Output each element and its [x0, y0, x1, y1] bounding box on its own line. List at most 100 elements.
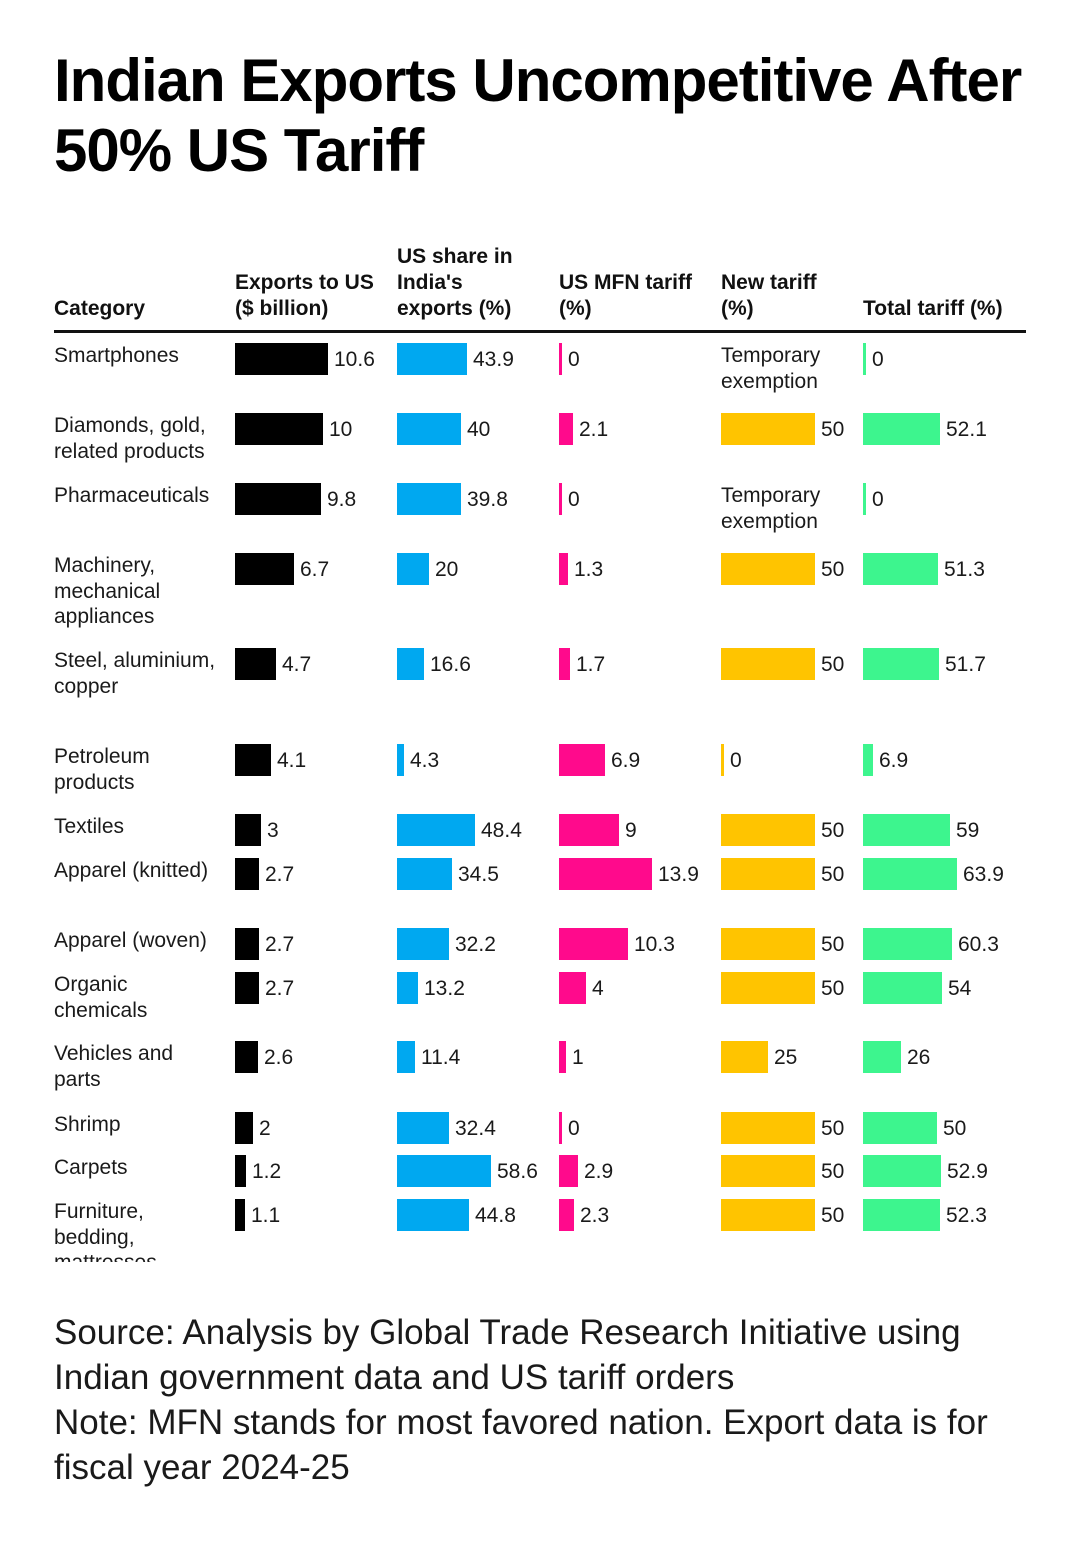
mfn-value-label: 1	[572, 1046, 584, 1069]
exports-value-label: 2.7	[265, 863, 295, 886]
exports-bar	[235, 1155, 246, 1187]
header-total-tariff: Total tariff (%)	[863, 297, 1003, 320]
mfn-value-label: 13.9	[658, 863, 699, 886]
exports-value-label: 1.1	[251, 1204, 281, 1227]
share-bar	[397, 1199, 469, 1231]
table-body: Smartphones 10.6 43.9 0 Temporary exemption 0…	[54, 343, 1004, 1262]
mfn-value-label: 0	[568, 1117, 580, 1140]
header-exports: Exports to US ($ billion)	[235, 271, 374, 320]
total-value-label: 51.7	[945, 653, 986, 676]
category-label: Textiles	[54, 815, 125, 838]
new-tariff-bar	[721, 1112, 815, 1144]
mfn-bar	[559, 648, 570, 680]
new-tariff-value-label: 50	[821, 418, 845, 441]
new-tariff-value-label: 50	[821, 819, 845, 842]
category-label: Steel, aluminium, copper	[54, 649, 216, 698]
mfn-bar	[559, 1155, 578, 1187]
mfn-bar	[559, 343, 562, 375]
mfn-bar	[559, 1199, 574, 1231]
share-bar	[397, 648, 424, 680]
exports-value-label: 3	[267, 819, 279, 842]
exports-bar	[235, 648, 276, 680]
total-bar	[863, 553, 938, 585]
total-value-label: 26	[907, 1046, 931, 1069]
new-tariff-value-label: 50	[821, 933, 845, 956]
mfn-note: Note: MFN stands for most favored nation…	[54, 1403, 988, 1487]
category-label: Smartphones	[54, 344, 179, 367]
new-tariff-bar	[721, 648, 815, 680]
mfn-value-label: 9	[625, 819, 637, 842]
exports-value-label: 6.7	[300, 558, 330, 581]
mfn-value-label: 2.1	[579, 418, 609, 441]
share-value-label: 20	[435, 558, 459, 581]
category-label: Apparel (woven)	[54, 929, 207, 952]
new-tariff-value-label: 0	[730, 749, 742, 772]
exports-bar	[235, 1041, 258, 1073]
share-value-label: 13.2	[424, 977, 465, 1000]
new-tariff-bar	[721, 1199, 815, 1231]
table-header: Category Exports to US ($ billion) US sh…	[54, 240, 1026, 322]
new-tariff-value-label: 50	[821, 1204, 845, 1227]
share-bar	[397, 744, 404, 776]
share-bar	[397, 413, 461, 445]
category-label: Vehicles and parts	[54, 1042, 174, 1091]
new-tariff-bar	[721, 1041, 768, 1073]
total-value-label: 0	[872, 488, 884, 511]
total-bar	[863, 972, 942, 1004]
category-label: Apparel (knitted)	[54, 859, 209, 882]
total-value-label: 63.9	[963, 863, 1004, 886]
total-value-label: 60.3	[958, 933, 999, 956]
mfn-value-label: 2.9	[584, 1160, 614, 1183]
category-label: Carpets	[54, 1156, 128, 1179]
share-bar	[397, 814, 475, 846]
mfn-value-label: 1.3	[574, 558, 604, 581]
share-value-label: 32.4	[455, 1117, 496, 1140]
total-value-label: 52.1	[946, 418, 987, 441]
share-value-label: 34.5	[458, 863, 499, 886]
total-bar	[863, 413, 940, 445]
category-label: Organic chemicals	[54, 973, 148, 1022]
share-value-label: 11.4	[421, 1046, 461, 1069]
header-divider	[54, 330, 1026, 333]
exports-value-label: 2.6	[264, 1046, 294, 1069]
total-bar	[863, 928, 952, 960]
new-tariff-bar	[721, 814, 815, 846]
total-value-label: 54	[948, 977, 972, 1000]
share-value-label: 16.6	[430, 653, 471, 676]
new-tariff-value-label: 50	[821, 1160, 845, 1183]
exports-value-label: 9.8	[327, 488, 357, 511]
total-value-label: 0	[872, 348, 884, 371]
exports-value-label: 10	[329, 418, 353, 441]
exports-bar	[235, 343, 328, 375]
share-value-label: 58.6	[497, 1160, 538, 1183]
total-value-label: 59	[956, 819, 980, 842]
source-note: Source: Analysis by Global Trade Researc…	[54, 1313, 961, 1397]
new-tariff-bar	[721, 553, 815, 585]
mfn-value-label: 4	[592, 977, 604, 1000]
total-bar	[863, 1041, 901, 1073]
new-tariff-bar	[721, 858, 815, 890]
exports-bar	[235, 553, 294, 585]
share-bar	[397, 858, 452, 890]
share-bar	[397, 1155, 491, 1187]
mfn-value-label: 0	[568, 488, 580, 511]
total-value-label: 50	[943, 1117, 967, 1140]
share-value-label: 44.8	[475, 1204, 516, 1227]
category-label: Petroleum products	[54, 745, 150, 794]
new-tariff-value-label: 50	[821, 977, 845, 1000]
chart-title: Indian Exports Uncompetitive After 50% U…	[54, 47, 1022, 184]
mfn-value-label: 2.3	[580, 1204, 610, 1227]
header-new-tariff: New tariff (%)	[721, 271, 817, 320]
mfn-value-label: 1.7	[576, 653, 606, 676]
new-tariff-bar	[721, 413, 815, 445]
share-value-label: 43.9	[473, 348, 514, 371]
exports-bar	[235, 1199, 245, 1231]
total-bar	[863, 343, 866, 375]
share-value-label: 40	[467, 418, 491, 441]
exports-bar	[235, 483, 321, 515]
share-value-label: 4.3	[410, 749, 440, 772]
share-bar	[397, 1041, 415, 1073]
exports-value-label: 4.7	[282, 653, 312, 676]
mfn-value-label: 0	[568, 348, 580, 371]
total-value-label: 52.9	[947, 1160, 988, 1183]
